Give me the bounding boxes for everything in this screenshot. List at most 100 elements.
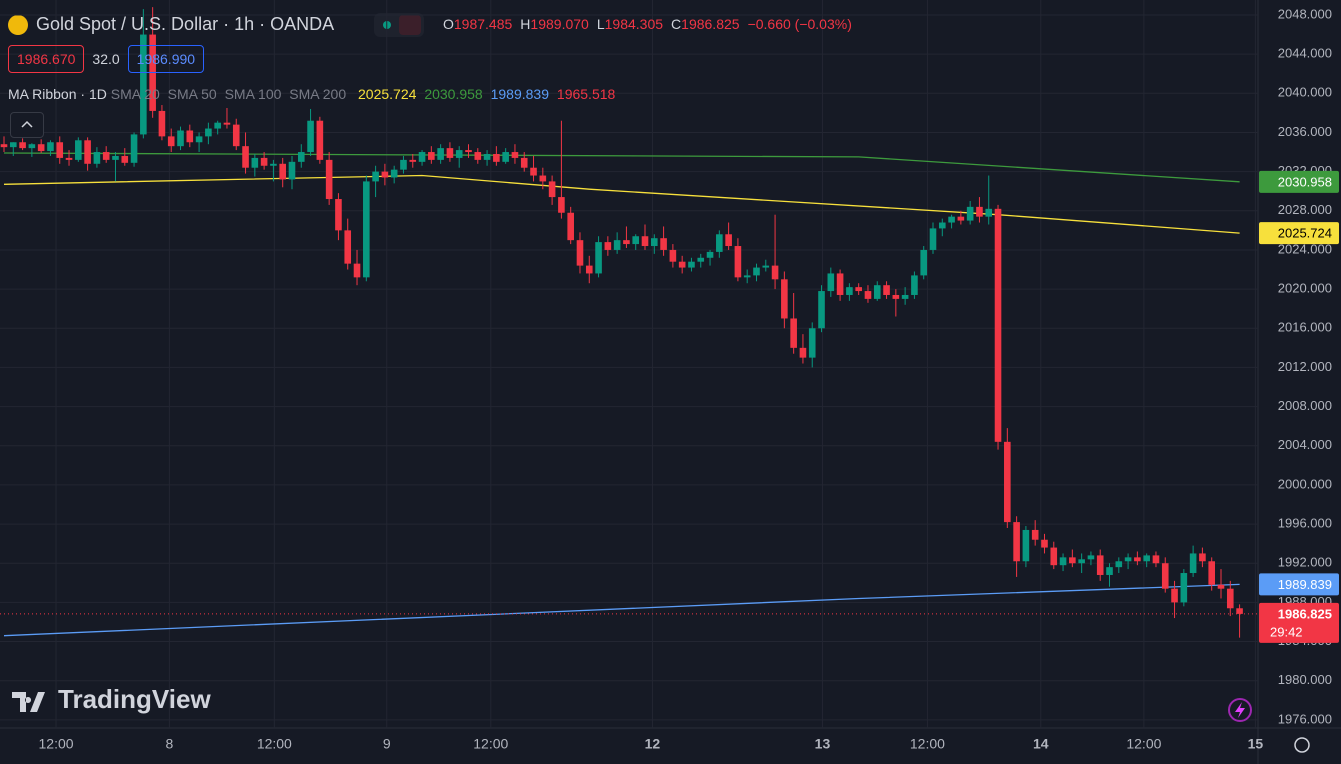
candle-body bbox=[753, 267, 760, 276]
candle-body bbox=[493, 154, 500, 162]
candle-body bbox=[864, 291, 872, 299]
x-tick-label: 15 bbox=[1248, 736, 1264, 752]
candle-body bbox=[400, 159, 407, 170]
ohlc-value: 1984.305 bbox=[604, 16, 664, 32]
ma-price-tag bbox=[1259, 573, 1339, 596]
x-tick-label: 12:00 bbox=[1126, 736, 1161, 752]
y-tick-label: 1996.000 bbox=[1278, 516, 1332, 531]
candle-body bbox=[140, 34, 147, 135]
candle-body bbox=[539, 175, 547, 182]
candle-body bbox=[920, 249, 928, 276]
x-tick-label: 13 bbox=[815, 736, 831, 752]
candle-body bbox=[418, 152, 426, 162]
candle-body bbox=[567, 212, 574, 241]
candle-body bbox=[762, 265, 770, 268]
candle-body bbox=[669, 249, 677, 262]
candle-body bbox=[1189, 553, 1197, 574]
candle-body bbox=[483, 154, 491, 160]
candle-body bbox=[465, 150, 472, 153]
y-tick-label: 2044.000 bbox=[1278, 46, 1332, 61]
candle-body bbox=[641, 236, 649, 247]
candle-body bbox=[1134, 557, 1141, 562]
candle-body bbox=[335, 199, 342, 231]
buy-button[interactable]: 1986.990 bbox=[127, 45, 205, 73]
ohlc-label: O bbox=[443, 16, 454, 32]
ma-names: SMA 20 SMA 50 SMA 100 SMA 200 bbox=[111, 86, 354, 102]
candle-body bbox=[1226, 588, 1234, 609]
ohlc-value: 1987.485 bbox=[453, 16, 513, 32]
candle-body bbox=[232, 124, 240, 147]
candle-body bbox=[84, 140, 91, 164]
candle-body bbox=[390, 169, 398, 178]
candle-body bbox=[1096, 555, 1104, 575]
candle-body bbox=[353, 263, 361, 278]
candle-body bbox=[929, 228, 937, 250]
candle-body bbox=[112, 155, 119, 160]
candle-body bbox=[771, 265, 779, 280]
candle-body bbox=[242, 146, 249, 168]
ohlc-label: L bbox=[596, 16, 605, 32]
candle-body bbox=[37, 144, 45, 152]
ma-line bbox=[3, 583, 1240, 637]
last-price-label: 1986.825 bbox=[1278, 606, 1332, 621]
candle-body bbox=[985, 208, 993, 217]
candle-body bbox=[697, 257, 705, 262]
candle-body bbox=[1143, 555, 1150, 562]
candle-body bbox=[883, 285, 890, 295]
replay-toggle bbox=[399, 15, 421, 35]
candle-body bbox=[743, 275, 751, 278]
ohlc-value: 1989.070 bbox=[530, 16, 589, 32]
candle-body bbox=[75, 140, 82, 160]
candle-body bbox=[994, 208, 1002, 442]
candle-body bbox=[1217, 584, 1225, 589]
y-tick-label: 2004.000 bbox=[1278, 437, 1332, 452]
candle-body bbox=[363, 181, 370, 278]
candle-body bbox=[372, 171, 379, 182]
candle-body bbox=[1171, 588, 1178, 603]
candle-body bbox=[818, 291, 825, 329]
trade-row: 1986.670 32.0 1986.990 bbox=[8, 45, 205, 73]
candle-body bbox=[260, 157, 268, 166]
candle-body bbox=[1161, 563, 1169, 589]
settings-icon bbox=[1294, 737, 1310, 753]
ma-price-tag bbox=[1259, 170, 1339, 193]
candle-body bbox=[901, 294, 909, 299]
ma-price-tag bbox=[1259, 222, 1339, 245]
candle-body bbox=[1050, 547, 1058, 566]
candle-body bbox=[957, 216, 965, 221]
candle-body bbox=[734, 246, 742, 278]
ma-name: SMA 50 bbox=[167, 86, 217, 102]
y-tick-label: 2048.000 bbox=[1278, 6, 1332, 21]
change: −0.660 (−0.03%) bbox=[747, 16, 852, 32]
sell-button[interactable]: 1986.670 bbox=[8, 45, 85, 73]
y-tick-label: 2000.000 bbox=[1278, 476, 1332, 491]
candle-body bbox=[632, 236, 640, 245]
candle-body bbox=[1208, 561, 1215, 585]
x-tick-label: 8 bbox=[165, 736, 173, 752]
candle-body bbox=[130, 134, 138, 163]
candle-body bbox=[1180, 573, 1188, 603]
ma-value: 1965.518 bbox=[556, 86, 616, 102]
candle-body bbox=[270, 163, 277, 166]
candle-body bbox=[660, 238, 667, 250]
watermark: TradingView bbox=[58, 684, 211, 714]
candle-body bbox=[576, 240, 584, 266]
x-tick-label: 12 bbox=[645, 736, 661, 752]
candle-body bbox=[585, 265, 593, 274]
candle-body bbox=[1152, 555, 1160, 564]
candle-body bbox=[892, 294, 900, 299]
ma-price-label: 1989.839 bbox=[1278, 577, 1332, 592]
candle-body bbox=[688, 261, 695, 268]
collapse-button[interactable] bbox=[10, 112, 44, 138]
candle-body bbox=[678, 261, 686, 268]
y-tick-label: 1992.000 bbox=[1278, 555, 1332, 570]
candle-body bbox=[706, 251, 714, 258]
y-tick-label: 2020.000 bbox=[1278, 281, 1332, 296]
ma-price-label: 2030.958 bbox=[1278, 174, 1332, 189]
symbol-title[interactable]: Gold Spot / U.S. Dollar · 1h · OANDA bbox=[36, 14, 335, 34]
candle-body bbox=[836, 273, 844, 295]
candle-body bbox=[1004, 441, 1011, 523]
ohlc-label: C bbox=[671, 16, 682, 32]
candle-body bbox=[102, 152, 110, 160]
